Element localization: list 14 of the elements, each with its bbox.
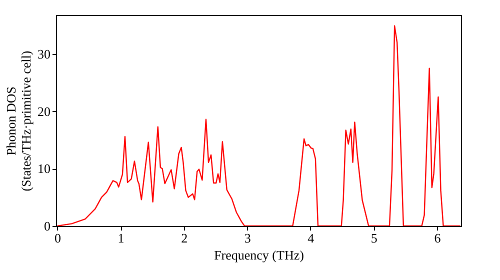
x-tick-label: 5 (370, 230, 378, 246)
line-series (56, 25, 461, 226)
x-tick-label: 6 (434, 230, 442, 246)
x-tick-label: 3 (244, 230, 251, 246)
x-axis-title: Frequency (THz) (214, 248, 304, 262)
y-tick-label: 30 (38, 46, 50, 62)
y-axis-title: Phonon DOS (States/THz·primitive cell) (4, 50, 34, 192)
y-tick-label: 10 (38, 161, 50, 176)
x-tick-label: 2 (181, 230, 188, 246)
x-tick-label: 4 (308, 230, 315, 246)
x-tick-label: 1 (118, 230, 124, 246)
y-tick-label: 0 (44, 218, 50, 234)
y-tick-label: 20 (38, 104, 50, 119)
x-tick-label: 0 (54, 230, 62, 246)
